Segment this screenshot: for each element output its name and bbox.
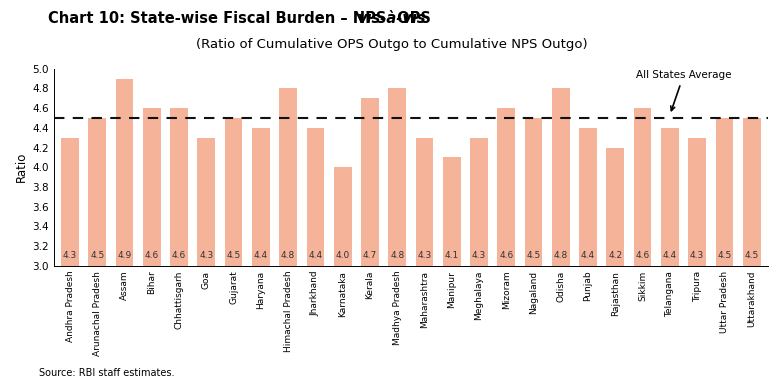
Text: 4.8: 4.8: [390, 251, 404, 260]
Bar: [579, 128, 597, 266]
Text: 4.3: 4.3: [690, 251, 704, 260]
Text: 4.9: 4.9: [117, 251, 132, 260]
Bar: [306, 128, 324, 266]
Bar: [470, 138, 488, 266]
Text: 4.3: 4.3: [199, 251, 214, 260]
Text: All States Average: All States Average: [636, 71, 731, 111]
Text: 4.6: 4.6: [636, 251, 650, 260]
Text: Chart 10: State-wise Fiscal Burden – NPS: Chart 10: State-wise Fiscal Burden – NPS: [48, 11, 392, 26]
Text: 4.4: 4.4: [309, 251, 323, 260]
Text: 4.2: 4.2: [608, 251, 622, 260]
Bar: [116, 79, 133, 266]
Bar: [633, 108, 651, 266]
Text: vis-à-vis: vis-à-vis: [357, 11, 426, 26]
Bar: [61, 138, 79, 266]
Bar: [552, 88, 570, 266]
Text: 4.6: 4.6: [145, 251, 159, 260]
Bar: [525, 118, 543, 266]
Bar: [443, 157, 460, 266]
Text: 4.8: 4.8: [554, 251, 568, 260]
Text: OPS: OPS: [392, 11, 431, 26]
Bar: [252, 128, 269, 266]
Bar: [743, 118, 760, 266]
Bar: [280, 88, 297, 266]
Bar: [688, 138, 706, 266]
Bar: [170, 108, 188, 266]
Bar: [716, 118, 733, 266]
Text: 4.5: 4.5: [717, 251, 731, 260]
Bar: [88, 118, 106, 266]
Text: 4.4: 4.4: [581, 251, 595, 260]
Text: 4.6: 4.6: [172, 251, 186, 260]
Text: 4.5: 4.5: [526, 251, 540, 260]
Text: 4.3: 4.3: [417, 251, 431, 260]
Text: 4.4: 4.4: [254, 251, 268, 260]
Text: 4.0: 4.0: [336, 251, 350, 260]
Bar: [497, 108, 515, 266]
Text: 4.8: 4.8: [281, 251, 295, 260]
Text: 4.5: 4.5: [226, 251, 240, 260]
Text: 4.4: 4.4: [662, 251, 677, 260]
Text: 4.1: 4.1: [445, 251, 459, 260]
Bar: [661, 128, 679, 266]
Bar: [388, 88, 406, 266]
Y-axis label: Ratio: Ratio: [15, 152, 28, 183]
Bar: [143, 108, 161, 266]
Text: Source: RBI staff estimates.: Source: RBI staff estimates.: [39, 368, 175, 378]
Text: 4.3: 4.3: [63, 251, 78, 260]
Bar: [334, 167, 352, 266]
Text: 4.3: 4.3: [472, 251, 486, 260]
Bar: [225, 118, 243, 266]
Text: 4.6: 4.6: [499, 251, 514, 260]
Text: (Ratio of Cumulative OPS Outgo to Cumulative NPS Outgo): (Ratio of Cumulative OPS Outgo to Cumula…: [196, 38, 587, 51]
Bar: [607, 147, 624, 266]
Text: 4.5: 4.5: [90, 251, 104, 260]
Bar: [361, 98, 379, 266]
Text: 4.5: 4.5: [745, 251, 759, 260]
Bar: [197, 138, 215, 266]
Text: 4.7: 4.7: [363, 251, 377, 260]
Bar: [416, 138, 433, 266]
